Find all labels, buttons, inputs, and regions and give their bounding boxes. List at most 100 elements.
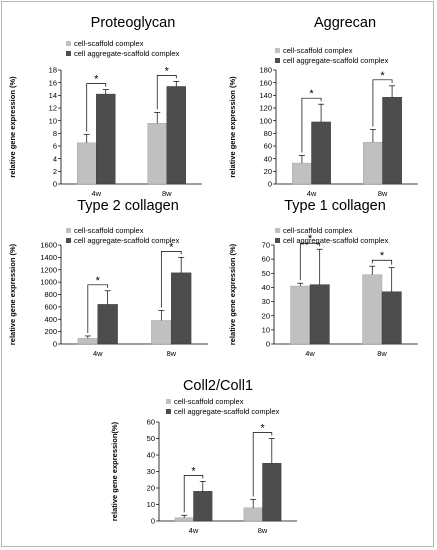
y-tick-label: 180 bbox=[259, 66, 272, 75]
legend-label: cell-scaffold complex bbox=[283, 226, 353, 235]
y-tick-label: 100 bbox=[259, 116, 272, 125]
bar-cell-aggregate-scaffold-8w bbox=[262, 463, 282, 522]
bar-cell-aggregate-scaffold-4w bbox=[309, 284, 330, 345]
y-tick-label: 14 bbox=[49, 91, 57, 100]
bar-cell-scaffold-4w bbox=[174, 517, 194, 522]
y-tick-label: 200 bbox=[44, 327, 57, 336]
x-category-label: 4w bbox=[305, 349, 315, 358]
y-tick-label: 6 bbox=[53, 142, 57, 151]
legend-swatch bbox=[275, 238, 280, 243]
bar-cell-aggregate-scaffold-4w bbox=[311, 121, 331, 185]
y-tick-label: 0 bbox=[53, 180, 57, 189]
y-tick-label: 30 bbox=[147, 467, 155, 476]
significance-bracket bbox=[252, 432, 273, 497]
y-tick-label: 0 bbox=[53, 340, 57, 349]
y-tick-label: 40 bbox=[262, 283, 270, 292]
x-category-label: 8w bbox=[166, 349, 176, 358]
chart-title: Type 2 collagen bbox=[77, 198, 179, 214]
x-category-label: 8w bbox=[162, 189, 172, 198]
y-tick-label: 400 bbox=[44, 315, 57, 324]
legend-label: cell aggregate-scaffold complex bbox=[74, 49, 180, 58]
chart-panel-3: Type 2 collagen relative gene expression … bbox=[8, 198, 208, 358]
y-tick-label: 60 bbox=[264, 142, 272, 151]
legend-swatch bbox=[66, 228, 71, 233]
legend-label: cell-scaffold complex bbox=[74, 39, 144, 48]
chart-panel-4: Type 1 collagen relative gene expression … bbox=[228, 198, 418, 358]
y-tick-label: 60 bbox=[262, 255, 270, 264]
legend-swatch bbox=[66, 41, 71, 46]
legend-swatch bbox=[275, 228, 280, 233]
x-category-label: 4w bbox=[93, 349, 103, 358]
y-tick-label: 16 bbox=[49, 78, 57, 87]
y-tick-label: 10 bbox=[262, 325, 270, 334]
bar-cell-aggregate-scaffold-4w bbox=[96, 93, 116, 185]
y-tick-label: 10 bbox=[49, 116, 57, 125]
bar-cell-scaffold-8w bbox=[363, 141, 383, 185]
y-axis-label: relative gene expression (%) bbox=[228, 243, 237, 345]
chart-title: Proteoglycan bbox=[91, 15, 176, 31]
y-tick-label: 0 bbox=[266, 340, 270, 349]
significance-bracket bbox=[299, 242, 321, 281]
y-tick-label: 60 bbox=[147, 418, 155, 427]
significance-bracket bbox=[160, 251, 182, 308]
legend-label: cell-scaffold complex bbox=[74, 226, 144, 235]
significance-star: * bbox=[380, 250, 385, 262]
bar-cell-aggregate-scaffold-8w bbox=[382, 97, 402, 185]
y-tick-label: 12 bbox=[49, 104, 57, 113]
y-tick-label: 1200 bbox=[40, 265, 57, 274]
significance-bracket bbox=[301, 97, 322, 153]
y-tick-label: 1600 bbox=[40, 241, 57, 250]
legend-swatch bbox=[275, 48, 280, 53]
y-tick-label: 70 bbox=[262, 241, 270, 250]
legend-label: cell aggregate-scaffold complex bbox=[283, 236, 389, 245]
significance-bracket bbox=[371, 259, 393, 265]
bar-cell-scaffold-8w bbox=[362, 274, 383, 345]
bar-cell-aggregate-scaffold-4w bbox=[193, 491, 213, 522]
bar-cell-scaffold-4w bbox=[77, 338, 98, 345]
bar-cell-scaffold-8w bbox=[243, 507, 263, 522]
x-category-label: 8w bbox=[378, 189, 388, 198]
significance-bracket bbox=[183, 475, 204, 513]
legend-label: cell aggregate-scaffold complex bbox=[174, 407, 280, 416]
y-tick-label: 20 bbox=[147, 484, 155, 493]
significance-star: * bbox=[260, 423, 265, 435]
x-category-label: 8w bbox=[377, 349, 387, 358]
y-tick-label: 1400 bbox=[40, 253, 57, 262]
chart-title: Coll2/Coll1 bbox=[183, 378, 253, 394]
y-tick-label: 140 bbox=[259, 91, 272, 100]
y-tick-label: 8 bbox=[53, 129, 57, 138]
legend-label: cell-scaffold complex bbox=[174, 397, 244, 406]
y-tick-label: 20 bbox=[264, 167, 272, 176]
legend-swatch bbox=[275, 58, 280, 63]
significance-bracket bbox=[87, 284, 109, 333]
bar-cell-scaffold-4w bbox=[290, 285, 311, 345]
x-category-label: 4w bbox=[307, 189, 317, 198]
legend-swatch bbox=[66, 51, 71, 56]
y-tick-label: 0 bbox=[151, 517, 155, 526]
y-tick-label: 80 bbox=[264, 129, 272, 138]
significance-bracket bbox=[156, 75, 177, 110]
y-tick-label: 800 bbox=[44, 290, 57, 299]
y-tick-label: 2 bbox=[53, 167, 57, 176]
bar-cell-scaffold-4w bbox=[292, 162, 312, 185]
legend-label: cell-scaffold complex bbox=[283, 46, 353, 55]
chart-title: Type 1 collagen bbox=[284, 198, 386, 214]
y-tick-label: 600 bbox=[44, 302, 57, 311]
y-tick-label: 40 bbox=[264, 154, 272, 163]
chart-title: Aggrecan bbox=[314, 15, 376, 31]
y-tick-label: 40 bbox=[147, 451, 155, 460]
y-axis-label: relative gene expression (%) bbox=[8, 76, 17, 178]
y-tick-label: 4 bbox=[53, 154, 57, 163]
significance-star: * bbox=[96, 275, 101, 287]
x-category-label: 8w bbox=[258, 526, 268, 535]
legend-swatch bbox=[66, 238, 71, 243]
y-tick-label: 18 bbox=[49, 66, 57, 75]
bar-cell-scaffold-8w bbox=[147, 122, 167, 185]
legend-swatch bbox=[166, 409, 171, 414]
significance-star: * bbox=[380, 70, 385, 82]
y-tick-label: 120 bbox=[259, 104, 272, 113]
significance-star: * bbox=[169, 241, 174, 253]
y-tick-label: 20 bbox=[262, 311, 270, 320]
